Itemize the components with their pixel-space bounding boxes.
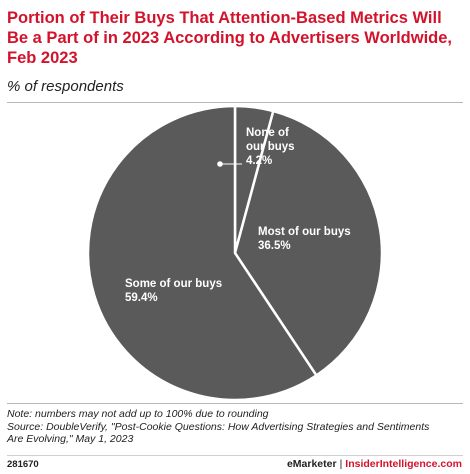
slice-category-label: Most of our buys [258,226,351,238]
top-divider [7,102,463,103]
insider-intelligence-link[interactable]: InsiderIntelligence.com [345,458,462,470]
pie-chart: None of our buys 4.2% Most of our buys 36.5%… [86,104,384,402]
slice-category-label: Some of our buys [125,278,222,290]
label-most-of-our-buys: Most of our buys 36.5% [258,226,351,252]
slice-some-of-our-buys [86,104,318,402]
slice-category-label: our buys [246,141,295,153]
slice-value-label: 59.4% [125,292,158,304]
bottom-divider [7,403,463,404]
label-none-of-our-buys: None of our buys 4.2% [246,127,295,167]
source-line: Source: DoubleVerify, "Post-Cookie Quest… [7,420,430,433]
slice-value-label: 36.5% [258,240,291,252]
slice-value-label: 4.2% [246,155,272,167]
note-line: Note: numbers may not add up to 100% due… [7,408,269,420]
source-note: Note: numbers may not add up to 100% due… [7,408,463,446]
chart-id: 281670 [7,459,39,470]
slice-most-of-our-buys [233,109,384,377]
emarketer-logo-text: eMarketer [286,458,337,470]
brand-separator: | [339,458,343,470]
leader-dot [217,161,223,167]
slice-category-label: None of [246,127,289,139]
label-some-of-our-buys: Some of our buys 59.4% [125,278,222,304]
chart-title: Portion of Their Buys That Attention-Bas… [7,9,453,67]
brand-footer: eMarketer | InsiderIntelligence.com [287,458,462,470]
footer-divider [7,455,463,456]
source-line-continued: Are Evolving," May 1, 2023 [7,433,134,445]
chart-subtitle: % of respondents [7,78,124,95]
